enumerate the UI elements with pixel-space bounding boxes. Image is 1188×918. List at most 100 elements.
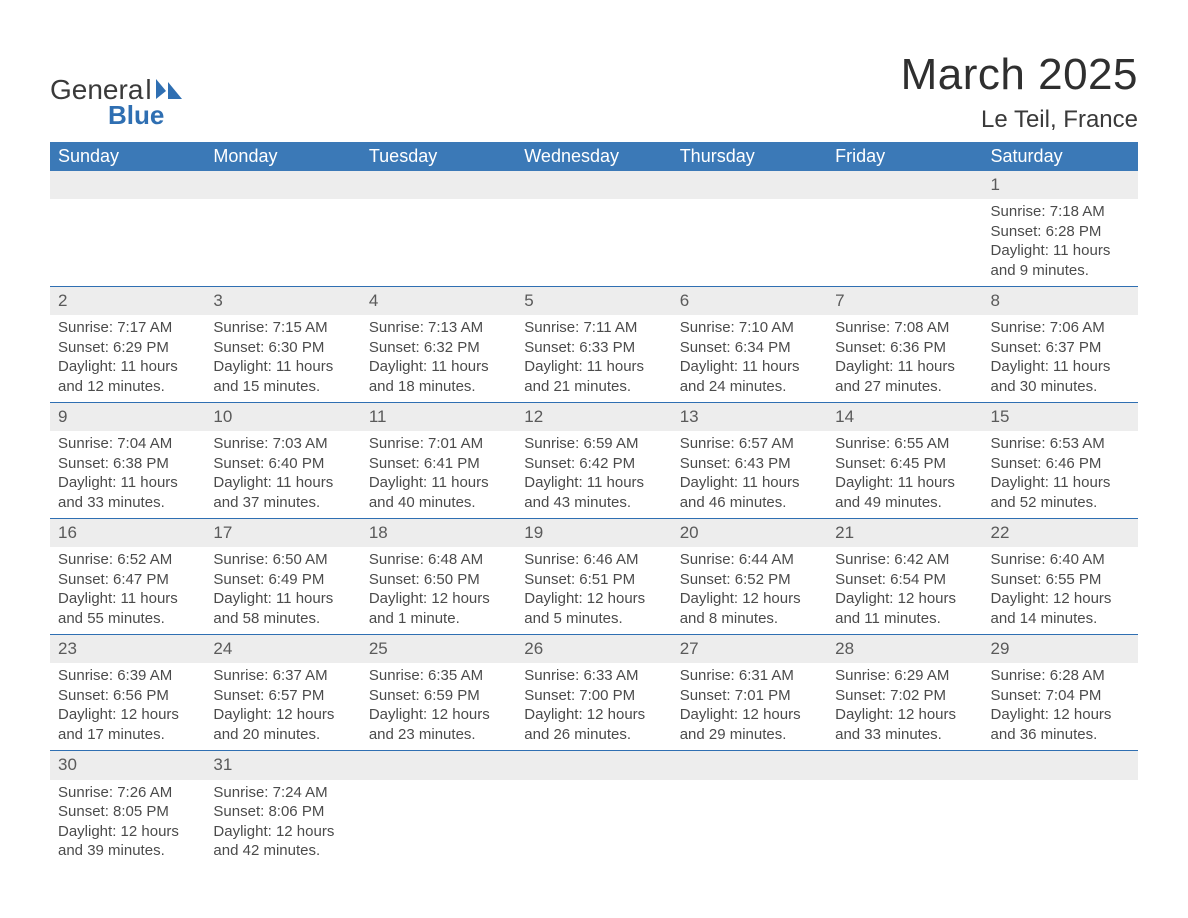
day-number-cell: 30	[50, 751, 205, 780]
sunrise-line: Sunrise: 6:48 AM	[369, 550, 508, 570]
day-number: 7	[827, 287, 982, 315]
day-number: 19	[516, 519, 671, 547]
sunrise-line: Sunrise: 6:37 AM	[213, 666, 352, 686]
daylight-line-2: and 42 minutes.	[213, 841, 352, 861]
day-detail-cell: Sunrise: 7:06 AMSunset: 6:37 PMDaylight:…	[983, 315, 1138, 403]
day-number-cell: 10	[205, 403, 360, 432]
detail-row: Sunrise: 6:52 AMSunset: 6:47 PMDaylight:…	[50, 547, 1138, 635]
day-number-cell	[205, 171, 360, 199]
day-number-cell: 4	[361, 287, 516, 316]
daylight-line-2: and 36 minutes.	[991, 725, 1130, 745]
day-number	[516, 751, 671, 779]
daylight-line-2: and 21 minutes.	[524, 377, 663, 397]
day-number-cell	[50, 171, 205, 199]
sunrise-line: Sunrise: 6:46 AM	[524, 550, 663, 570]
day-detail-cell: Sunrise: 6:53 AMSunset: 6:46 PMDaylight:…	[983, 431, 1138, 519]
daylight-line-1: Daylight: 11 hours	[991, 241, 1130, 261]
day-number: 9	[50, 403, 205, 431]
daylight-line-1: Daylight: 12 hours	[58, 705, 197, 725]
sunrise-line: Sunrise: 6:59 AM	[524, 434, 663, 454]
sunset-line: Sunset: 6:59 PM	[369, 686, 508, 706]
day-number: 25	[361, 635, 516, 663]
day-number-cell: 12	[516, 403, 671, 432]
weekday-header: Friday	[827, 142, 982, 171]
day-number: 8	[983, 287, 1138, 315]
daylight-line-1: Daylight: 12 hours	[213, 822, 352, 842]
day-number-cell: 15	[983, 403, 1138, 432]
daylight-line-2: and 40 minutes.	[369, 493, 508, 513]
daynum-row: 2345678	[50, 287, 1138, 316]
day-number: 20	[672, 519, 827, 547]
day-number: 1	[983, 171, 1138, 199]
day-detail-cell: Sunrise: 6:37 AMSunset: 6:57 PMDaylight:…	[205, 663, 360, 751]
sunset-line: Sunset: 6:34 PM	[680, 338, 819, 358]
day-number-cell: 1	[983, 171, 1138, 199]
sunset-line: Sunset: 6:55 PM	[991, 570, 1130, 590]
day-detail-cell	[672, 780, 827, 867]
daylight-line-2: and 26 minutes.	[524, 725, 663, 745]
sunset-line: Sunset: 6:32 PM	[369, 338, 508, 358]
day-number	[672, 751, 827, 779]
daylight-line-1: Daylight: 11 hours	[213, 473, 352, 493]
day-detail-cell: Sunrise: 6:57 AMSunset: 6:43 PMDaylight:…	[672, 431, 827, 519]
day-detail-cell: Sunrise: 7:04 AMSunset: 6:38 PMDaylight:…	[50, 431, 205, 519]
daylight-line-1: Daylight: 11 hours	[369, 357, 508, 377]
detail-row: Sunrise: 7:26 AMSunset: 8:05 PMDaylight:…	[50, 780, 1138, 867]
day-number-cell: 29	[983, 635, 1138, 664]
weekday-header: Thursday	[672, 142, 827, 171]
day-detail-cell	[983, 780, 1138, 867]
header: Genera l Blue March 2025 Le Teil, France	[50, 50, 1138, 134]
daylight-line-2: and 24 minutes.	[680, 377, 819, 397]
day-detail-cell: Sunrise: 7:17 AMSunset: 6:29 PMDaylight:…	[50, 315, 205, 403]
sunset-line: Sunset: 6:42 PM	[524, 454, 663, 474]
day-number-cell: 5	[516, 287, 671, 316]
weekday-header: Sunday	[50, 142, 205, 171]
daylight-line-2: and 43 minutes.	[524, 493, 663, 513]
daylight-line-2: and 58 minutes.	[213, 609, 352, 629]
day-detail-cell	[827, 199, 982, 287]
day-detail-cell: Sunrise: 6:29 AMSunset: 7:02 PMDaylight:…	[827, 663, 982, 751]
day-number-cell: 20	[672, 519, 827, 548]
day-number-cell	[361, 171, 516, 199]
daylight-line-2: and 37 minutes.	[213, 493, 352, 513]
day-number-cell: 7	[827, 287, 982, 316]
day-detail-cell: Sunrise: 6:55 AMSunset: 6:45 PMDaylight:…	[827, 431, 982, 519]
sunrise-line: Sunrise: 6:57 AM	[680, 434, 819, 454]
daylight-line-2: and 20 minutes.	[213, 725, 352, 745]
day-number: 27	[672, 635, 827, 663]
sunset-line: Sunset: 6:43 PM	[680, 454, 819, 474]
daynum-row: 3031	[50, 751, 1138, 780]
sunset-line: Sunset: 7:04 PM	[991, 686, 1130, 706]
daylight-line-2: and 14 minutes.	[991, 609, 1130, 629]
daynum-row: 23242526272829	[50, 635, 1138, 664]
day-detail-cell: Sunrise: 7:08 AMSunset: 6:36 PMDaylight:…	[827, 315, 982, 403]
daylight-line-1: Daylight: 11 hours	[58, 473, 197, 493]
day-number-cell: 8	[983, 287, 1138, 316]
day-number: 29	[983, 635, 1138, 663]
daylight-line-1: Daylight: 12 hours	[835, 589, 974, 609]
day-number: 23	[50, 635, 205, 663]
day-number: 5	[516, 287, 671, 315]
day-number-cell: 25	[361, 635, 516, 664]
day-number-cell: 19	[516, 519, 671, 548]
day-detail-cell: Sunrise: 6:28 AMSunset: 7:04 PMDaylight:…	[983, 663, 1138, 751]
day-number-cell: 22	[983, 519, 1138, 548]
day-number-cell: 9	[50, 403, 205, 432]
daynum-row: 1	[50, 171, 1138, 199]
daylight-line-1: Daylight: 12 hours	[680, 705, 819, 725]
sunrise-line: Sunrise: 7:17 AM	[58, 318, 197, 338]
day-detail-cell: Sunrise: 7:26 AMSunset: 8:05 PMDaylight:…	[50, 780, 205, 867]
sunset-line: Sunset: 6:54 PM	[835, 570, 974, 590]
day-detail-cell	[672, 199, 827, 287]
sunrise-line: Sunrise: 6:28 AM	[991, 666, 1130, 686]
daylight-line-2: and 27 minutes.	[835, 377, 974, 397]
day-detail-cell: Sunrise: 6:33 AMSunset: 7:00 PMDaylight:…	[516, 663, 671, 751]
day-number	[50, 171, 205, 199]
sunrise-line: Sunrise: 7:03 AM	[213, 434, 352, 454]
day-number-cell: 11	[361, 403, 516, 432]
day-number: 30	[50, 751, 205, 779]
sunset-line: Sunset: 6:41 PM	[369, 454, 508, 474]
sunrise-line: Sunrise: 6:55 AM	[835, 434, 974, 454]
sunset-line: Sunset: 6:45 PM	[835, 454, 974, 474]
day-detail-cell: Sunrise: 7:18 AMSunset: 6:28 PMDaylight:…	[983, 199, 1138, 287]
